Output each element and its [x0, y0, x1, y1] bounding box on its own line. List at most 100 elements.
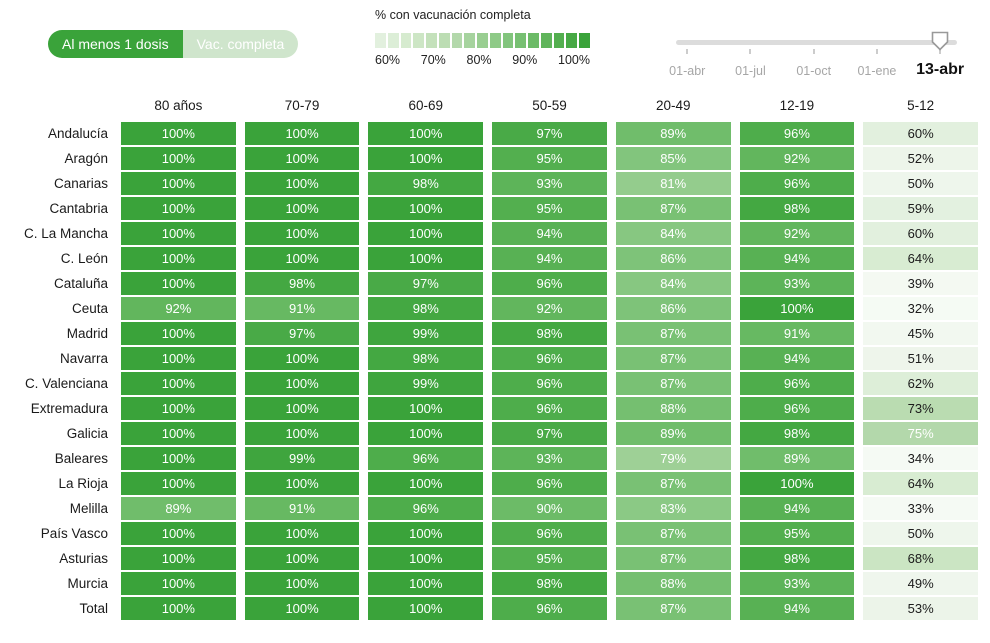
row-label: Ceuta: [71, 301, 108, 316]
legend-color-scale: [375, 33, 591, 48]
row-label: País Vasco: [40, 526, 108, 541]
heatmap-cell: 89%: [615, 422, 731, 445]
heatmap-cell: 79%: [615, 447, 731, 470]
legend-swatch: [579, 33, 591, 48]
slider-handle-icon: [931, 31, 949, 51]
slider-handle[interactable]: [931, 31, 949, 56]
legend-swatch: [540, 33, 552, 48]
legend-swatch: [528, 33, 539, 48]
heatmap-cell: 100%: [121, 197, 236, 220]
row-label: Canarias: [53, 176, 108, 191]
legend-title: % con vacunación completa: [375, 8, 531, 22]
heatmap-cell: 96%: [492, 472, 607, 495]
heatmap-cell: 89%: [121, 497, 236, 520]
heatmap-cell: 100%: [244, 197, 360, 220]
heatmap-cell: 100%: [368, 472, 484, 495]
slider-tick: [875, 49, 878, 54]
heatmap-cell: 100%: [244, 172, 360, 195]
heatmap-cell: 98%: [739, 422, 855, 445]
heatmap-cell: 100%: [368, 222, 484, 245]
heatmap-cell: 100%: [244, 597, 360, 620]
heatmap-cell: 96%: [368, 447, 484, 470]
current-date-label: 13-abr: [916, 61, 965, 78]
heatmap-cell: 100%: [244, 122, 360, 145]
legend-tick-label: 100%: [558, 53, 590, 67]
row-label: Navarra: [59, 351, 108, 366]
heatmap-cell: 100%: [121, 272, 236, 295]
heatmap-cell: 100%: [368, 247, 484, 270]
heatmap-cell: 100%: [244, 222, 360, 245]
heatmap-cell: 100%: [368, 122, 484, 145]
heatmap-cell: 45%: [863, 322, 978, 345]
heatmap-cell: 90%: [492, 497, 607, 520]
heatmap-cell: 100%: [121, 472, 236, 495]
heatmap-cell: 96%: [492, 397, 607, 420]
heatmap-cell: 98%: [368, 297, 484, 320]
row-label: Baleares: [54, 451, 108, 466]
row-label: Galicia: [66, 426, 108, 441]
table-corner: [8, 98, 112, 120]
legend-swatch: [413, 33, 425, 48]
heatmap-cell: 84%: [615, 272, 731, 295]
row-label: Andalucía: [47, 126, 108, 141]
row-label: Cantabria: [49, 201, 108, 216]
heatmap-cell: 87%: [615, 347, 731, 370]
heatmap-cell: 100%: [121, 347, 236, 370]
heatmap-cell: 96%: [492, 597, 607, 620]
heatmap-cell: 100%: [368, 197, 484, 220]
heatmap-cell: 87%: [615, 472, 731, 495]
heatmap-cell: 39%: [863, 272, 978, 295]
heatmap-cell: 100%: [244, 397, 360, 420]
heatmap-cell: 100%: [121, 172, 236, 195]
heatmap-cell: 92%: [492, 297, 607, 320]
heatmap-cell: 87%: [615, 547, 731, 570]
heatmap-cell: 100%: [739, 472, 855, 495]
heatmap-cell: 100%: [121, 322, 236, 345]
heatmap-cell: 100%: [244, 347, 360, 370]
heatmap-cell: 94%: [739, 497, 855, 520]
legend-swatch: [553, 33, 565, 48]
legend-swatch: [515, 33, 527, 48]
heatmap-cell: 98%: [739, 197, 855, 220]
heatmap-cell: 87%: [615, 322, 731, 345]
column-header: 5-12: [907, 98, 935, 113]
heatmap-cell: 98%: [739, 547, 855, 570]
row-label: Total: [79, 601, 108, 616]
heatmap-cell: 94%: [739, 247, 855, 270]
legend-swatch: [400, 33, 412, 48]
heatmap-cell: 60%: [863, 122, 978, 145]
column-header: 20-49: [655, 98, 691, 113]
heatmap-cell: 87%: [615, 597, 731, 620]
heatmap-cell: 96%: [739, 122, 855, 145]
slider-tick: [939, 49, 942, 54]
heatmap-cell: 100%: [244, 147, 360, 170]
slider-track[interactable]: [676, 40, 957, 45]
heatmap-cell: 89%: [615, 122, 731, 145]
heatmap-cell: 96%: [739, 172, 855, 195]
heatmap-cell: 100%: [121, 522, 236, 545]
heatmap-cell: 100%: [121, 422, 236, 445]
heatmap-cell: 100%: [244, 472, 360, 495]
heatmap-cell: 87%: [615, 372, 731, 395]
heatmap-cell: 100%: [244, 522, 360, 545]
heatmap-cell: 100%: [368, 397, 484, 420]
heatmap-cell: 96%: [492, 347, 607, 370]
heatmap-cell: 73%: [863, 397, 978, 420]
heatmap-cell: 100%: [739, 297, 855, 320]
legend-swatch: [387, 33, 399, 48]
toggle-at-least-1-dose[interactable]: Al menos 1 dosis: [48, 30, 183, 58]
heatmap-cell: 98%: [368, 347, 484, 370]
heatmap-cell: 93%: [492, 172, 607, 195]
dose-toggle[interactable]: Al menos 1 dosis Vac. completa: [48, 30, 299, 58]
heatmap-cell: 88%: [615, 572, 731, 595]
heatmap-cell: 98%: [492, 572, 607, 595]
heatmap-cell: 95%: [492, 547, 607, 570]
heatmap-cell: 92%: [739, 147, 855, 170]
legend-tick-label: 90%: [512, 53, 538, 67]
date-slider[interactable]: 01-abr 01-jul 01-oct 01-ene 13-abr: [669, 28, 964, 88]
toggle-fully-vaccinated[interactable]: Vac. completa: [182, 30, 299, 58]
legend-swatch: [464, 33, 476, 48]
legend: % con vacunación completa 60% 70% 80% 90% 10…: [375, 8, 591, 67]
row-label: Extremadura: [30, 401, 108, 416]
row-label: Aragón: [64, 151, 108, 166]
